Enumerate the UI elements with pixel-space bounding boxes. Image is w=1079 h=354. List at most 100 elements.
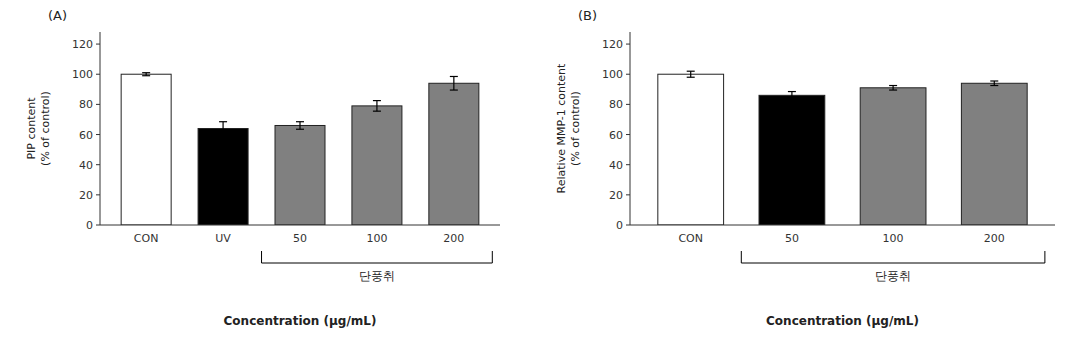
y-tick (626, 74, 630, 75)
y-tick (96, 44, 100, 45)
x-tick-label: 200 (984, 232, 1005, 245)
bar (961, 83, 1027, 225)
x-tick-label: 50 (293, 232, 307, 245)
panel-label: (B) (578, 8, 597, 23)
background (0, 0, 1079, 354)
x-tick-label: 200 (443, 232, 464, 245)
y-tick (626, 44, 630, 45)
y-tick-label: 120 (602, 38, 623, 51)
panel: 020406080100120CONUV50100200PIP content(… (25, 8, 500, 328)
error-bar (296, 122, 304, 130)
error-cap (296, 129, 304, 130)
y-axis-label-line: (% of control) (569, 91, 582, 166)
error-cap (687, 71, 695, 72)
bracket-left (741, 251, 742, 263)
bar (658, 74, 724, 225)
error-line (376, 101, 377, 112)
x-tick-label: UV (215, 232, 231, 245)
error-cap (687, 77, 695, 78)
bar (860, 88, 926, 225)
y-tick (96, 134, 100, 135)
y-axis-line (630, 32, 631, 225)
error-cap (296, 121, 304, 122)
y-tick-label: 80 (609, 98, 623, 111)
error-cap (142, 75, 150, 76)
y-tick-label: 0 (616, 219, 623, 232)
x-axis-label: Concentration (μg/mL) (766, 314, 919, 328)
y-axis-label-line: Relative MMP-1 content (555, 63, 568, 193)
bar (275, 125, 325, 225)
x-axis-line (100, 225, 500, 226)
y-axis-label: Relative MMP-1 content(% of control) (555, 63, 582, 193)
annotation: 단풍취 (875, 269, 911, 283)
y-axis-line (100, 32, 101, 225)
y-tick (96, 225, 100, 226)
y-tick (96, 164, 100, 165)
error-bar (142, 73, 150, 76)
panel: 020406080100120CON50100200Relative MMP-1… (555, 8, 1055, 328)
error-cap (889, 89, 897, 90)
marks (658, 71, 1027, 225)
error-bar (450, 76, 458, 90)
y-tick (96, 74, 100, 75)
y-axis-label-line: (% of control) (39, 91, 52, 166)
error-bar (889, 86, 897, 91)
bar (352, 106, 402, 225)
error-cap (788, 91, 796, 92)
y-tick (626, 134, 630, 135)
error-line (994, 81, 995, 86)
x-tick-label: CON (678, 232, 703, 245)
error-cap (373, 111, 381, 112)
y-tick-label: 100 (72, 68, 93, 81)
y-tick-label: 80 (79, 98, 93, 111)
error-cap (788, 98, 796, 99)
y-tick (626, 104, 630, 105)
error-line (453, 76, 454, 90)
error-bar (219, 122, 227, 136)
y-tick-label: 20 (79, 189, 93, 202)
panel-label: (A) (48, 8, 67, 23)
y-tick-label: 20 (609, 189, 623, 202)
error-cap (450, 76, 458, 77)
error-cap (990, 80, 998, 81)
x-tick-label: 100 (366, 232, 387, 245)
x-axis-label: Concentration (μg/mL) (224, 314, 377, 328)
error-bar (687, 71, 695, 77)
marks (121, 73, 479, 225)
error-cap (990, 85, 998, 86)
y-tick-label: 40 (609, 159, 623, 172)
x-tick-label: CON (134, 232, 159, 245)
error-cap (450, 89, 458, 90)
error-line (690, 71, 691, 77)
y-axis-label-line: PIP content (25, 97, 38, 160)
x-tick-label: 50 (785, 232, 799, 245)
y-tick-label: 60 (609, 129, 623, 142)
y-tick (96, 104, 100, 105)
bracket-bottom (262, 263, 493, 264)
y-tick-label: 120 (72, 38, 93, 51)
bracket-right (1044, 251, 1045, 263)
bracket-right (492, 251, 493, 263)
error-bar (373, 101, 381, 112)
bar (121, 74, 171, 225)
y-tick-label: 60 (79, 129, 93, 142)
bracket (741, 251, 1045, 263)
x-axis-line (630, 225, 1055, 226)
y-tick (626, 164, 630, 165)
error-cap (889, 85, 897, 86)
bracket-bottom (741, 263, 1045, 264)
error-line (299, 122, 300, 130)
error-line (222, 122, 223, 136)
y-tick (626, 194, 630, 195)
error-bar (788, 92, 796, 100)
y-tick-label: 0 (86, 219, 93, 232)
figure: 020406080100120CONUV50100200PIP content(… (0, 0, 1079, 354)
y-tick (96, 194, 100, 195)
y-tick (626, 225, 630, 226)
annotation: 단풍취 (359, 269, 395, 283)
error-line (892, 86, 893, 91)
error-cap (219, 135, 227, 136)
y-axis-label: PIP content(% of control) (25, 91, 52, 166)
error-bar (990, 81, 998, 86)
y-tick-label: 100 (602, 68, 623, 81)
